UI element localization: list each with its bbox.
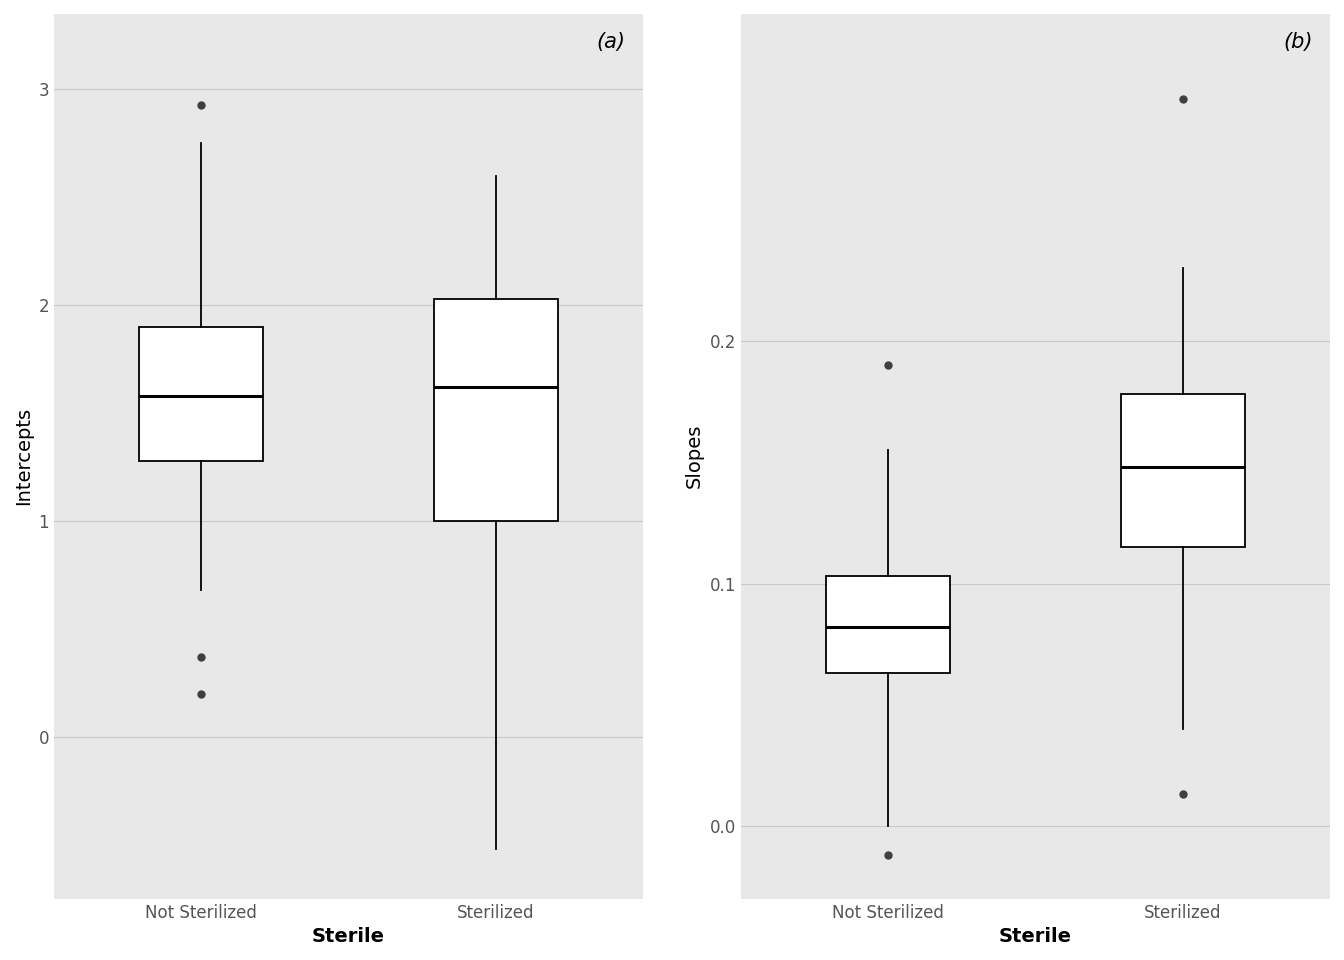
Y-axis label: Slopes: Slopes [685,424,704,489]
PathPatch shape [1121,395,1245,547]
X-axis label: Sterile: Sterile [999,927,1073,947]
PathPatch shape [827,576,950,673]
Text: (b): (b) [1284,32,1313,52]
Text: (a): (a) [597,32,625,52]
PathPatch shape [140,326,263,461]
PathPatch shape [434,299,558,521]
Y-axis label: Intercepts: Intercepts [13,407,32,505]
X-axis label: Sterile: Sterile [312,927,386,947]
